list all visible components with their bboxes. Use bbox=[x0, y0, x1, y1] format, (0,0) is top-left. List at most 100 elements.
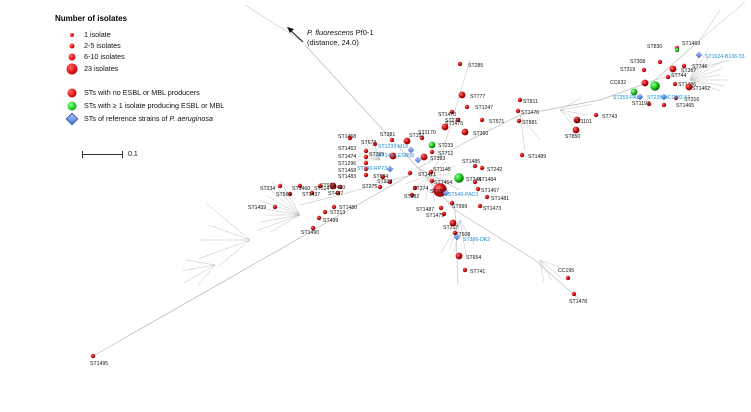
reference-strain-diamond-icon bbox=[695, 51, 703, 59]
st-label-st1247: ST1247 bbox=[475, 105, 493, 111]
st-node-st744 bbox=[665, 74, 671, 80]
legend-size-1-label: 1 isolate bbox=[84, 30, 111, 39]
tree-branch bbox=[269, 214, 301, 233]
scale-bar-label: 0.1 bbox=[128, 151, 138, 158]
st-label-st393: ST393 bbox=[430, 156, 445, 162]
st-label-st1470: ST1470 bbox=[438, 112, 456, 118]
circle-icon bbox=[68, 53, 76, 61]
tree-branch bbox=[689, 54, 712, 81]
tree-branch bbox=[371, 135, 381, 161]
tree-branch bbox=[519, 99, 601, 116]
tree-branch bbox=[280, 180, 301, 216]
legend-size-1: 1 isolate bbox=[55, 29, 265, 41]
st-node-st499 bbox=[316, 215, 322, 221]
legend-blue-prefix: STs of reference strains of bbox=[84, 114, 170, 123]
tree-nodes: ST285ST777ST1247ST1470ST1475ST277ST360ST… bbox=[90, 41, 745, 367]
st-node-st874 bbox=[380, 174, 386, 180]
tree-branch bbox=[259, 214, 301, 223]
st-node-st1490 bbox=[310, 225, 316, 231]
tree-branch bbox=[407, 174, 431, 194]
st-node-st850 bbox=[572, 126, 580, 134]
st-node-st319 bbox=[641, 67, 647, 73]
outgroup-strain: Pf0-1 bbox=[353, 28, 374, 37]
st-label-st1458: ST1458 bbox=[338, 134, 356, 140]
st-node-st1470 bbox=[449, 109, 455, 115]
tree-branch bbox=[208, 224, 251, 241]
st-label-st217: ST217 bbox=[443, 225, 458, 231]
tree-branch bbox=[266, 195, 301, 216]
st-label-st1480: ST1480 bbox=[339, 205, 357, 211]
legend-size-3: 6-10 isolates bbox=[55, 51, 265, 63]
st-node-st1460 bbox=[297, 183, 303, 189]
tree-branch bbox=[689, 68, 723, 81]
st-label-st1459: ST1459 bbox=[248, 205, 266, 211]
st-node-st514 bbox=[317, 183, 323, 189]
tree-branch bbox=[304, 44, 419, 169]
st-node-st1296 bbox=[363, 160, 369, 166]
st-label-st830: ST830 bbox=[647, 44, 662, 50]
tree-branch bbox=[198, 239, 251, 259]
st-label-st308: ST308 bbox=[630, 59, 645, 65]
st-node-st970 bbox=[329, 182, 337, 190]
legend-color-red-label: STs with no ESBL or MBL producers bbox=[84, 88, 200, 97]
tree-branch bbox=[183, 264, 216, 284]
st-node-st1462 bbox=[685, 83, 693, 91]
st-label-st360: ST360 bbox=[473, 131, 488, 137]
st-label-st777: ST777 bbox=[470, 94, 485, 100]
st-node-st743 bbox=[593, 112, 599, 118]
st-label-st277: ST277 bbox=[445, 118, 460, 124]
red-circle-icon bbox=[67, 88, 77, 98]
st-label-st571: ST571 bbox=[489, 119, 504, 125]
st-node-st571 bbox=[479, 117, 485, 123]
st-node-st1170 bbox=[419, 135, 425, 141]
reference-strain-diamond-icon bbox=[386, 165, 394, 173]
tree-branch bbox=[271, 181, 301, 216]
st-node-st746 bbox=[681, 63, 687, 69]
st-label-st1467: ST1467 bbox=[481, 188, 499, 194]
st-node-st1483 bbox=[363, 172, 369, 178]
tree-branch bbox=[206, 203, 251, 241]
st-node-cc195 bbox=[565, 275, 571, 281]
st-node-st741 bbox=[462, 267, 468, 273]
tree-branch bbox=[257, 214, 301, 231]
st-label-st811: ST811 bbox=[523, 99, 538, 105]
st-node-st1473 bbox=[477, 203, 483, 209]
st-node-st1481 bbox=[484, 194, 490, 200]
circle-icon bbox=[70, 33, 74, 37]
st-node-st1465 bbox=[661, 102, 667, 108]
tree-branch bbox=[356, 146, 381, 161]
st-label-st1464: ST1464 bbox=[434, 180, 452, 186]
st-node-st152 bbox=[403, 137, 411, 145]
legend-color-blue: STs of reference strains of P. aeruginos… bbox=[55, 112, 265, 126]
st-label-st741: ST741 bbox=[470, 269, 485, 275]
st-label-st514: ST514 bbox=[314, 186, 329, 192]
st-node-st999 bbox=[449, 200, 455, 206]
st-label-st1437: ST1437 bbox=[302, 192, 320, 198]
st-node-st242 bbox=[479, 165, 485, 171]
st-label-st1145: ST1145 bbox=[433, 167, 451, 173]
tree-branch bbox=[699, 9, 721, 41]
st-node-st881 bbox=[516, 118, 522, 124]
tree-branch bbox=[262, 183, 301, 216]
legend-size-2: 2-5 isolates bbox=[55, 40, 265, 52]
tree-branch bbox=[425, 174, 431, 201]
st-node-st777 bbox=[458, 91, 466, 99]
tree-branch bbox=[689, 61, 713, 81]
st-node-st430 bbox=[337, 184, 343, 190]
st-label-st1481: ST1481 bbox=[491, 196, 509, 202]
st-label-st1476: ST1476 bbox=[521, 110, 539, 116]
st-node-st1480 bbox=[331, 204, 337, 210]
legend-size-4-label: 23 isolates bbox=[84, 64, 119, 73]
st-node-st274 bbox=[412, 185, 418, 191]
st-label-st999: ST999 bbox=[452, 204, 467, 210]
st-node-st233 bbox=[428, 141, 436, 149]
st-label-st508: ST508 bbox=[455, 232, 470, 238]
st-label-st1475: ST1475 bbox=[445, 121, 463, 127]
st-node-st1437 bbox=[309, 190, 315, 196]
st-node-st672 bbox=[372, 141, 378, 147]
tree-branch bbox=[689, 61, 723, 81]
st-label-st1489: ST1489 bbox=[528, 154, 546, 160]
st-label-st1197: ST1197 bbox=[632, 101, 650, 107]
tree-branch bbox=[360, 152, 381, 161]
st-label-st1471: ST1471 bbox=[418, 172, 436, 178]
